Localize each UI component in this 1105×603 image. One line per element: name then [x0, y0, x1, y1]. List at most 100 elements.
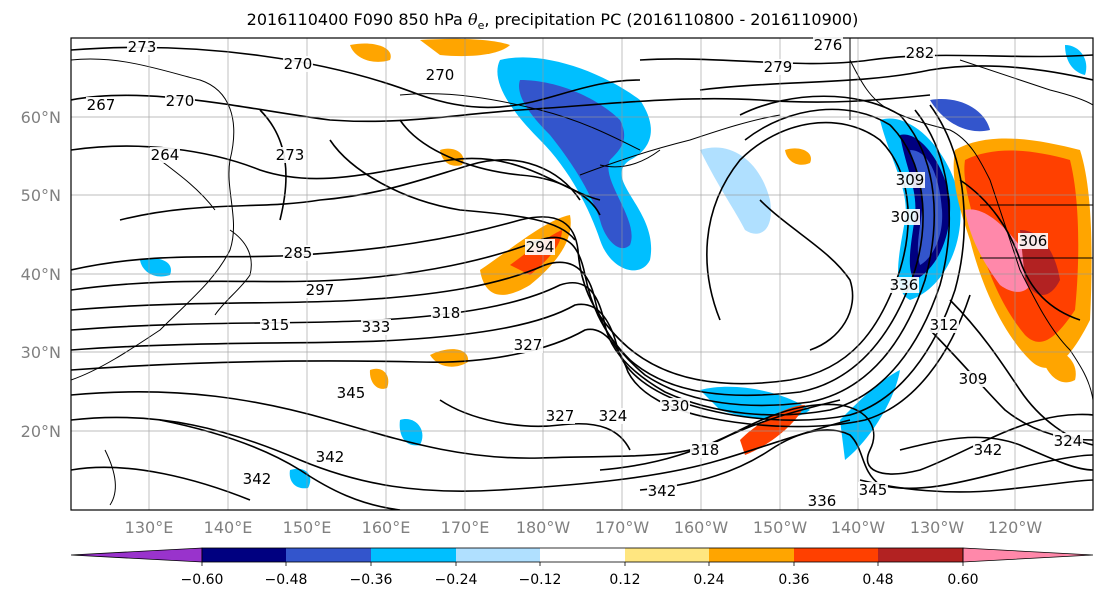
contour-label: 270 — [284, 55, 313, 73]
contour-label-bg — [86, 97, 116, 113]
contour-label-bg — [275, 147, 305, 163]
lon-tick-label: 170°W — [595, 518, 650, 537]
contour-label: 273 — [128, 38, 157, 56]
lon-tick-label: 130°W — [910, 518, 965, 537]
neg-region-east — [840, 370, 900, 460]
contour-label: 324 — [599, 407, 628, 425]
colorbar-bin — [878, 548, 963, 562]
lon-tick-label: 160°E — [362, 518, 411, 537]
contour-label-bg — [598, 408, 628, 424]
lat-tick-label: 30°N — [21, 343, 61, 362]
colorbar-tick-label: 0.24 — [693, 572, 724, 588]
title-sub: e — [477, 19, 485, 33]
latitude-ticks: 60°N 50°N 40°N 30°N 20°N — [21, 108, 61, 441]
contour-label: 318 — [691, 441, 720, 459]
lat-tick-label: 60°N — [21, 108, 61, 127]
colorbar-bin — [625, 548, 709, 562]
contour-label-bg — [660, 398, 690, 414]
title-suffix: , precipitation PC (2016110800 - 2016110… — [484, 10, 859, 29]
lon-tick-label: 150°W — [753, 518, 808, 537]
lat-tick-label: 20°N — [21, 422, 61, 441]
contour-label: 345 — [337, 384, 366, 402]
contour-label: 327 — [546, 407, 575, 425]
contour-label: 300 — [891, 208, 920, 226]
contour-label-bg — [763, 59, 793, 75]
contour-label: 276 — [814, 36, 843, 54]
contour-label-bg — [336, 385, 366, 401]
contour-label: 282 — [906, 44, 935, 62]
colorbar: −0.60 −0.48 −0.36 −0.24 −0.12 0.12 0.24 0.36 0.4… — [70, 547, 1094, 588]
contour-label-bg — [525, 239, 555, 255]
lon-tick-label: 140°E — [204, 518, 253, 537]
contour-label-bg — [813, 37, 843, 53]
contour-label-bg — [150, 147, 180, 163]
colorbar-bin — [794, 548, 878, 562]
contour-label-bg — [361, 319, 391, 335]
colorbar-bin — [540, 548, 625, 562]
lon-tick-label: 180°W — [516, 518, 571, 537]
contour-label: 273 — [276, 146, 305, 164]
contour-label: 336 — [808, 492, 837, 510]
contour-label: 345 — [859, 481, 888, 499]
lon-tick-label: 120°W — [988, 518, 1043, 537]
contour-label: 324 — [1054, 432, 1083, 450]
neg-region-bering-core — [519, 80, 632, 249]
neg-region-small-b — [399, 419, 423, 446]
pos-region-arc — [740, 405, 805, 455]
contour-label: 297 — [306, 281, 335, 299]
lat-tick-label: 50°N — [21, 186, 61, 205]
figure-title: 2016110400 F090 850 hPa θe, precipitatio… — [0, 10, 1105, 32]
contour-label: 333 — [362, 318, 391, 336]
lon-tick-label: 140°W — [831, 518, 886, 537]
contour-label-bg — [807, 493, 837, 509]
colorbar-tick-label: 0.60 — [947, 572, 978, 588]
lon-tick-label: 150°E — [283, 518, 332, 537]
contour-label: 285 — [284, 244, 313, 262]
colorbar-bin — [286, 548, 371, 562]
pos-region-small-d — [1040, 349, 1076, 383]
contour-label: 294 — [526, 238, 555, 256]
contour-label-bg — [889, 277, 919, 293]
colorbar-tick-label: −0.48 — [265, 572, 308, 588]
colorbar-tick-label: −0.60 — [181, 572, 224, 588]
contour-label: 312 — [930, 316, 959, 334]
contour-label: 306 — [1019, 232, 1048, 250]
contour-label-bg — [283, 56, 313, 72]
colorbar-tick-label: −0.36 — [350, 572, 393, 588]
contour-label: 270 — [426, 66, 455, 84]
colorbar-tick-label: −0.24 — [435, 572, 478, 588]
theta-e-contours — [71, 46, 1093, 510]
contour-label-bg — [513, 337, 543, 353]
colorbar-tick-label: 0.36 — [778, 572, 809, 588]
colorbar-bin — [202, 548, 286, 562]
contour-label: 309 — [959, 370, 988, 388]
contour-label: 327 — [514, 336, 543, 354]
longitude-ticks: 130°E 140°E 150°E 160°E 170°E 180°W 170°W 160°W… — [125, 518, 1043, 537]
contour-label-bg — [425, 67, 455, 83]
colorbar-tick-label: 0.48 — [862, 572, 893, 588]
contour-label: 270 — [166, 92, 195, 110]
contour-label: 264 — [151, 146, 180, 164]
contour-label-bg — [127, 39, 157, 55]
contour-label-bg — [929, 317, 959, 333]
contour-label-bg — [890, 209, 920, 225]
neg-region-gulf-mid — [910, 150, 943, 265]
contour-label: 342 — [648, 482, 677, 500]
contour-label-bg — [958, 371, 988, 387]
contour-label-bg — [283, 245, 313, 261]
graticule — [71, 38, 1093, 510]
contour-label: 315 — [261, 316, 290, 334]
map-frame — [70, 37, 1094, 511]
contour-label: 267 — [87, 96, 116, 114]
contour-label-bg — [895, 172, 925, 188]
colorbar-bin — [709, 548, 794, 562]
pos-region-small-b — [785, 148, 811, 165]
contour-label-bg — [431, 305, 461, 321]
contour-label-bg — [1018, 233, 1048, 249]
neg-region-central — [700, 147, 771, 234]
contour-label: 342 — [974, 441, 1003, 459]
contour-label-bg — [858, 482, 888, 498]
neg-region-small-a — [140, 258, 171, 277]
pos-region-westcoast-core — [965, 209, 1033, 292]
